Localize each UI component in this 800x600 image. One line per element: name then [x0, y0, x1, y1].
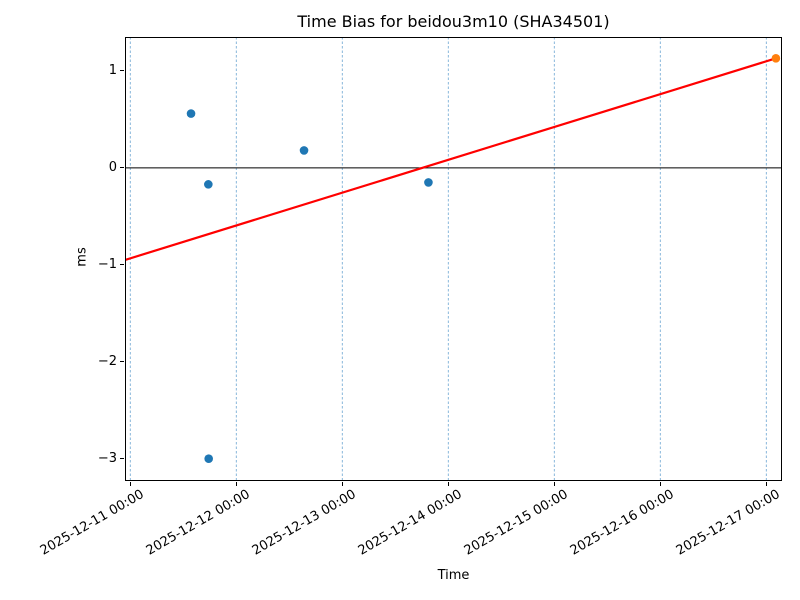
x-tick-label: 2025-12-11 00:00	[37, 487, 147, 559]
x-tick-label: 2025-12-15 00:00	[461, 487, 571, 559]
y-tick-label: −3	[97, 450, 117, 466]
y-tick-label: 0	[108, 159, 117, 175]
x-tick-label: 2025-12-16 00:00	[567, 487, 677, 559]
plot-canvas	[125, 37, 782, 481]
y-tick-label: −2	[97, 353, 117, 369]
data-point	[204, 180, 213, 189]
x-tick-mark	[447, 482, 449, 486]
y-tick-mark	[120, 361, 124, 363]
x-tick-mark	[129, 482, 131, 486]
x-tick-mark	[659, 482, 661, 486]
x-tick-mark	[553, 482, 555, 486]
y-tick-mark	[120, 264, 124, 266]
data-point	[424, 178, 433, 187]
y-tick-mark	[120, 167, 124, 169]
x-tick-mark	[765, 482, 767, 486]
x-tick-label: 2025-12-17 00:00	[673, 487, 783, 559]
y-tick-mark	[120, 70, 124, 72]
y-tick-mark	[120, 458, 124, 460]
trend-line	[125, 57, 777, 262]
y-tick-label: 1	[108, 62, 117, 78]
x-tick-label: 2025-12-14 00:00	[355, 487, 465, 559]
prediction-point	[771, 54, 781, 63]
plot-area	[125, 37, 782, 481]
data-point	[204, 454, 213, 464]
plot-border	[125, 37, 782, 481]
x-tick-mark	[341, 482, 343, 486]
data-point	[299, 146, 309, 155]
y-tick-label: −1	[97, 256, 117, 272]
x-tick-label: 2025-12-12 00:00	[143, 487, 253, 559]
x-tick-label: 2025-12-13 00:00	[249, 487, 359, 559]
x-axis-label: Time	[437, 568, 470, 583]
chart-title: Time Bias for beidou3m10 (SHA34501)	[297, 12, 610, 31]
data-point	[186, 109, 196, 118]
y-axis-label: ms	[74, 247, 90, 267]
x-tick-mark	[235, 482, 237, 486]
